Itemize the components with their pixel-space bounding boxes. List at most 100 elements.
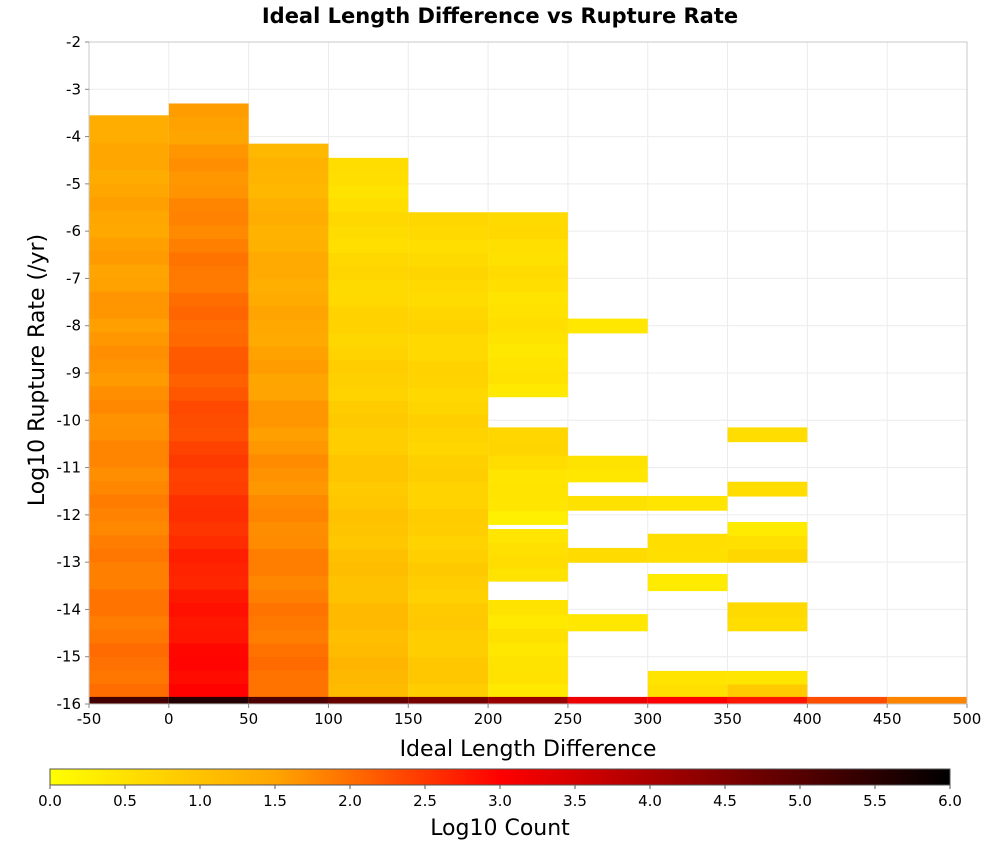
heatmap-cell [248, 656, 329, 671]
plot-area [88, 41, 968, 705]
heatmap-cell [408, 373, 489, 388]
heatmap-cell [248, 575, 329, 590]
heatmap-cell [89, 683, 169, 698]
heatmap-cell [647, 670, 728, 685]
heatmap-cell [248, 184, 329, 199]
x-tick-label: 150 [394, 710, 423, 728]
heatmap-cell [248, 292, 329, 307]
heatmap-cell [168, 130, 249, 145]
heatmap-cells [89, 103, 967, 704]
heatmap-cell [408, 441, 489, 456]
heatmap-cell [328, 440, 409, 455]
heatmap-cell [168, 346, 249, 361]
heatmap-cell [168, 238, 249, 253]
chart-title: Ideal Length Difference vs Rupture Rate [262, 4, 738, 28]
heatmap-cell [328, 386, 409, 402]
heatmap-cell [248, 629, 329, 644]
y-tick-label: -15 [57, 648, 82, 666]
colorbar-tick-label: 1.0 [188, 792, 212, 810]
colorbar-tick-label: 4.5 [713, 792, 737, 810]
heatmap-cell [647, 683, 728, 698]
heatmap-cell [89, 115, 169, 130]
heatmap-cell [168, 615, 249, 631]
heatmap-cell [408, 589, 489, 604]
heatmap-cell [488, 496, 568, 512]
colorbar-tick-label: 2.5 [413, 792, 437, 810]
heatmap-cell [328, 184, 409, 199]
heatmap-cell [328, 279, 409, 294]
heatmap-cell [408, 414, 489, 429]
heatmap-cell [488, 510, 568, 525]
heatmap-cell [488, 614, 568, 629]
heatmap-cell [488, 304, 568, 319]
x-tick-label: 450 [873, 710, 902, 728]
heatmap-cell [328, 157, 409, 172]
heatmap-cell [89, 250, 169, 265]
heatmap-cell [408, 279, 489, 294]
heatmap-cell [488, 482, 568, 498]
heatmap-cell [248, 494, 329, 509]
heatmap-cell [408, 346, 489, 361]
heatmap-cell [727, 683, 808, 698]
heatmap-cell [248, 157, 329, 172]
heatmap-cell [488, 628, 568, 643]
heatmap-cell [168, 211, 249, 226]
heatmap-cell [89, 318, 169, 333]
heatmap-cell [248, 197, 329, 212]
heatmap-cell [408, 683, 489, 698]
y-tick-label: -4 [66, 128, 81, 146]
heatmap-cell [248, 427, 329, 442]
heatmap-cell [89, 304, 169, 319]
y-tick-label: -2 [66, 33, 81, 51]
heatmap-cell [408, 306, 489, 321]
heatmap-cell [168, 224, 249, 239]
y-axis-label: Log10 Rupture Rate (/yr) [25, 234, 50, 506]
colorbar-tick-label: 5.0 [788, 792, 812, 810]
heatmap-cell [328, 292, 409, 307]
heatmap-cell [248, 238, 329, 253]
heatmap-cell [168, 251, 249, 266]
heatmap-cell [89, 412, 169, 427]
heatmap-cell [328, 683, 409, 698]
heatmap-cell [328, 400, 409, 415]
heatmap-cell [488, 568, 568, 582]
heatmap-cell [328, 508, 409, 523]
heatmap-cell [408, 629, 489, 644]
heatmap-cell-bottom-row [887, 696, 967, 704]
y-tick-label: -13 [57, 553, 82, 571]
heatmap-cell [168, 413, 249, 428]
heatmap-cell [89, 466, 169, 482]
heatmap-cell-bottom-row [168, 696, 249, 704]
heatmap-cell [89, 561, 169, 576]
heatmap-cell [89, 128, 169, 143]
heatmap-cell [168, 454, 249, 469]
heatmap-cell [328, 548, 409, 563]
heatmap-cell [488, 468, 568, 484]
heatmap-cell [89, 507, 169, 522]
heatmap-cell [168, 265, 249, 280]
heatmap-cell [488, 655, 568, 671]
x-axis-label: Ideal Length Difference [400, 737, 657, 762]
heatmap-cell [408, 656, 489, 671]
heatmap-cell [248, 359, 329, 374]
heatmap-cell [248, 521, 329, 536]
heatmap-cell [567, 318, 648, 334]
heatmap-cell-bottom-row [807, 696, 888, 704]
heatmap-cell [488, 278, 568, 292]
heatmap-cell [168, 278, 249, 293]
heatmap-cell [89, 277, 169, 292]
heatmap-cell [328, 333, 409, 348]
heatmap-cell [248, 440, 329, 455]
x-tick-label: 100 [314, 710, 343, 728]
x-axis-ticks: -50 0 50 100 150 200 250 300 350 400 450 500 [77, 704, 981, 728]
y-tick-label: -5 [66, 175, 81, 193]
heatmap-cell [328, 346, 409, 361]
heatmap-cell [408, 333, 489, 348]
heatmap-cell [408, 494, 489, 510]
heatmap-cell [89, 669, 169, 684]
heatmap-cell [727, 535, 808, 550]
heatmap-cell [168, 427, 249, 442]
heatmap-cell [488, 357, 568, 371]
heatmap-cell-bottom-row [567, 696, 648, 704]
heatmap-cell [408, 427, 489, 442]
